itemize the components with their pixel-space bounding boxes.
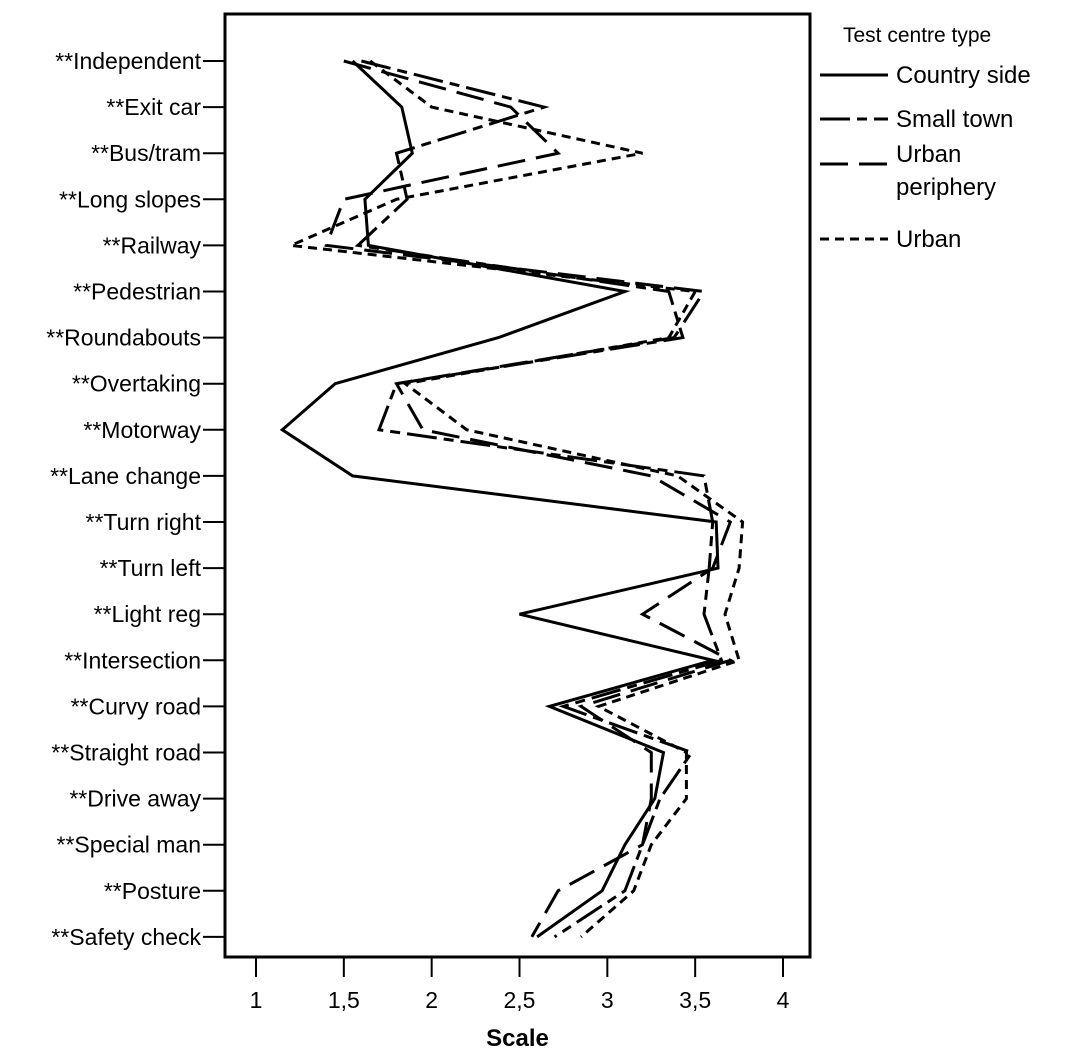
- x-axis: 1 1,5 2 2,5 3 3,5 4: [250, 957, 790, 1013]
- legend-label: Small town: [896, 106, 1013, 133]
- category-label: **Pedestrian: [73, 279, 201, 305]
- category-label: **Railway: [103, 232, 202, 258]
- series-line: [324, 59, 735, 938]
- x-axis-title: Scale: [486, 1025, 549, 1052]
- category-label: **Motorway: [83, 417, 201, 443]
- x-tick-label: 1: [250, 987, 263, 1013]
- x-tick-label: 3: [601, 987, 614, 1013]
- x-tick-label: 2,5: [504, 987, 536, 1013]
- category-label: **Curvy road: [71, 693, 201, 719]
- series-line: [279, 59, 720, 939]
- category-label: **Turn right: [86, 509, 202, 535]
- category-label: **Special man: [57, 832, 201, 858]
- category-label: **Straight road: [51, 740, 201, 766]
- x-tick-label: 3,5: [679, 987, 711, 1013]
- series-line: [354, 59, 724, 939]
- legend-title: Test centre type: [843, 24, 991, 47]
- category-label: **Turn left: [100, 555, 202, 581]
- legend-label: Urban: [896, 141, 961, 168]
- category-label: **Roundabouts: [46, 325, 201, 351]
- category-label: **Drive away: [69, 786, 201, 812]
- category-label: **Overtaking: [72, 371, 201, 397]
- category-label: **Lane change: [50, 463, 201, 489]
- series-line: [285, 59, 745, 939]
- category-axis: **Independent **Exit car **Bus/tram **Long …: [46, 48, 225, 950]
- category-label: **Bus/tram: [91, 140, 201, 166]
- category-label: **Intersection: [64, 647, 201, 673]
- x-tick-label: 2: [425, 987, 438, 1013]
- legend-label: Country side: [896, 62, 1031, 89]
- x-tick-label: 4: [777, 987, 790, 1013]
- category-label: **Posture: [104, 878, 201, 904]
- plot-area: [223, 12, 812, 959]
- category-label: **Light reg: [94, 601, 201, 627]
- legend-label: periphery: [896, 174, 996, 201]
- series-layer: [279, 59, 745, 939]
- category-label: **Independent: [55, 48, 201, 74]
- legend-label: Urban: [896, 226, 961, 253]
- category-label: **Long slopes: [59, 186, 201, 212]
- legend: Test centre type Country side Small town Ur…: [820, 24, 1031, 253]
- plot-frame: [223, 12, 812, 959]
- category-label: **Safety check: [51, 924, 201, 950]
- x-tick-label: 1,5: [328, 987, 360, 1013]
- category-label: **Exit car: [106, 94, 201, 120]
